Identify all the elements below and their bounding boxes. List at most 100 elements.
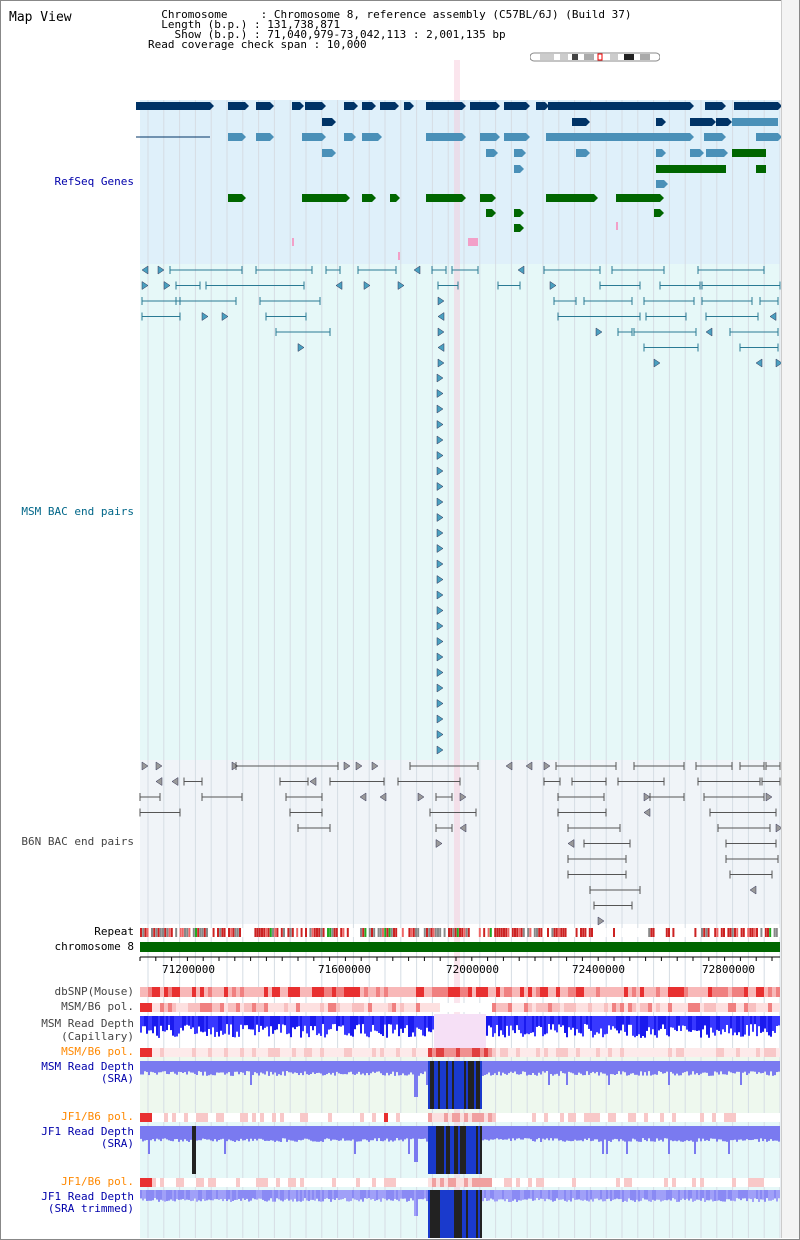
msm-cap-depth-bar xyxy=(164,1016,166,1032)
msm-pol-block xyxy=(428,1003,432,1012)
repeat-label[interactable]: Repeat xyxy=(94,925,134,938)
msm-b6-pol-label-1[interactable]: MSM/B6 pol. xyxy=(61,1000,134,1013)
jf1-trim-depth-bar xyxy=(532,1190,534,1201)
msm-sra-depth-bar xyxy=(414,1061,416,1097)
msm-cap-depth-bar xyxy=(326,1016,328,1035)
jf1-pol2-block xyxy=(380,1178,384,1187)
repeat-block xyxy=(778,928,780,937)
jf1-trim-depth-bar xyxy=(622,1190,624,1202)
msm-pol2-block xyxy=(480,1048,484,1057)
repeat-block xyxy=(687,928,690,937)
msm-bac-end xyxy=(653,358,661,368)
msm-pol-block xyxy=(336,1003,340,1012)
msm-sra-depth-bar xyxy=(364,1061,366,1076)
dbsnp-block xyxy=(216,987,220,997)
jf1-pol2-block xyxy=(592,1178,596,1187)
refseq-label[interactable]: RefSeq Genes xyxy=(54,175,134,188)
msm-pol-block xyxy=(568,1003,572,1012)
jf1-depth-sra-label-1[interactable]: JF1 Read Depth xyxy=(41,1125,134,1138)
chromosome-ideogram[interactable] xyxy=(530,52,660,62)
jf1-pol-block xyxy=(728,1113,732,1122)
msm-pol-block xyxy=(636,1003,640,1012)
jf1-trim-depth-bar xyxy=(708,1190,710,1201)
jf1-trim-depth-bar xyxy=(400,1190,402,1199)
dbsnp-block xyxy=(736,987,740,997)
jf1-pol-block xyxy=(340,1113,344,1122)
msm-sra-depth-bar xyxy=(574,1061,576,1075)
jf1-trim-depth-bar xyxy=(702,1190,704,1199)
dbsnp-block xyxy=(332,987,336,997)
msm-cap-depth-bar xyxy=(490,1016,492,1028)
dbsnp-label[interactable]: dbSNP(Mouse) xyxy=(54,985,134,998)
jf1-pol-block xyxy=(500,1113,504,1122)
msm-cap-depth-bar xyxy=(768,1016,770,1036)
msm-pol-block xyxy=(484,1003,488,1012)
jf1-sra-depth-bar xyxy=(610,1126,612,1142)
jf1-pol-block xyxy=(184,1113,188,1122)
jf1-pol-block xyxy=(444,1113,448,1122)
jf1-trim-depth-bar xyxy=(774,1190,776,1199)
repeat-block xyxy=(540,928,543,937)
jf1-trim-depth-bar xyxy=(434,1190,436,1238)
jf1-pol2-block xyxy=(260,1178,264,1187)
msm-bac-end xyxy=(436,730,444,739)
repeat-block xyxy=(324,928,327,937)
jf1-sra-depth-bar xyxy=(524,1126,526,1139)
jf1-depth-trim-label-1[interactable]: JF1 Read Depth xyxy=(41,1190,134,1203)
msm-pol2-block xyxy=(292,1048,296,1057)
msm-b6-pol-label-2[interactable]: MSM/B6 pol. xyxy=(61,1045,134,1058)
msm-sra-depth-bar xyxy=(654,1061,656,1075)
jf1-sra-depth-bar xyxy=(212,1126,214,1142)
msm-pol2-block xyxy=(400,1048,404,1057)
msm-depth-cap-label-1[interactable]: MSM Read Depth xyxy=(41,1017,134,1030)
msm-pol-block xyxy=(416,1003,420,1012)
jf1-pol-block xyxy=(312,1113,316,1122)
jf1-sra-depth-bar xyxy=(324,1126,326,1140)
depth-gap xyxy=(436,1014,438,1050)
msm-pol2-block xyxy=(216,1048,220,1057)
refseq-gene-arrow xyxy=(545,102,549,110)
jf1-sra-depth-bar xyxy=(614,1126,616,1139)
repeat-block xyxy=(157,928,160,937)
msm-sra-depth-bar xyxy=(316,1061,318,1073)
msm-cap-depth-bar xyxy=(190,1016,192,1030)
msm-pol-block xyxy=(364,1003,368,1012)
jf1-sra-depth-bar xyxy=(194,1126,196,1174)
jf1-trim-depth-bar xyxy=(640,1190,642,1201)
msm-sra-depth-bar xyxy=(440,1061,442,1109)
jf1-pol2-block xyxy=(272,1178,276,1187)
jf1-pol2-block xyxy=(184,1178,188,1187)
b6n-bac-label[interactable]: B6N BAC end pairs xyxy=(21,835,134,848)
msm-pol-block xyxy=(564,1003,568,1012)
dbsnp-block xyxy=(260,987,264,997)
vertical-scrollbar[interactable] xyxy=(781,0,799,1238)
msm-pol2-block xyxy=(588,1048,592,1057)
jf1-b6-pol-label-2[interactable]: JF1/B6 pol. xyxy=(61,1175,134,1188)
jf1-trim-depth-bar xyxy=(422,1190,424,1200)
msm-cap-depth-bar xyxy=(368,1016,370,1038)
refseq-gene-arrow xyxy=(700,149,704,157)
jf1-trim-depth-bar xyxy=(632,1190,634,1201)
msm-depth-sra-label-1[interactable]: MSM Read Depth xyxy=(41,1060,134,1073)
jf1-pol-block xyxy=(436,1113,440,1122)
jf1-pol-block xyxy=(480,1113,484,1122)
msm-bac-end xyxy=(775,358,783,368)
msm-sra-depth-bar xyxy=(538,1061,540,1073)
jf1-b6-pol-label-1[interactable]: JF1/B6 pol. xyxy=(61,1110,134,1123)
jf1-sra-depth-bar xyxy=(662,1126,664,1142)
msm-sra-depth-bar xyxy=(302,1061,304,1076)
refseq-gene xyxy=(344,133,352,141)
msm-bac-label[interactable]: MSM BAC end pairs xyxy=(21,505,134,518)
msm-sra-depth-bar xyxy=(420,1061,422,1074)
jf1-pol-block xyxy=(520,1113,524,1122)
msm-pol2-block xyxy=(356,1048,360,1057)
jf1-sra-depth-bar xyxy=(218,1126,220,1141)
dbsnp-block xyxy=(508,987,512,997)
msm-cap-depth-bar xyxy=(256,1016,258,1025)
jf1-pol2-block xyxy=(608,1178,612,1187)
repeat-block xyxy=(467,928,470,937)
jf1-trim-depth-bar xyxy=(282,1190,284,1202)
repeat-block xyxy=(536,928,538,937)
jf1-trim-depth-bar xyxy=(216,1190,218,1200)
dbsnp-block xyxy=(336,987,340,997)
